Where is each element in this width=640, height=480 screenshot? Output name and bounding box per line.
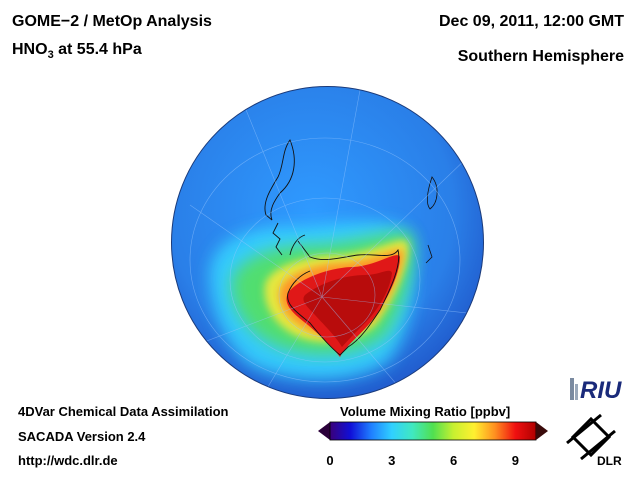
footer-line-2: SACADA Version 2.4: [18, 429, 146, 444]
svg-text:DLR: DLR: [597, 454, 622, 468]
colorbar-tick-9: 9: [511, 453, 520, 468]
colorbar-gradient: [329, 421, 537, 441]
riu-logo: RIU: [566, 372, 632, 409]
colorbar-tick-3: 3: [388, 453, 396, 468]
map-title: GOME−2 / MetOp Analysis: [12, 13, 212, 30]
colorbar-title: Volume Mixing Ratio [ppbv]: [340, 404, 511, 419]
southern-hemisphere-globe: [170, 85, 485, 400]
dlr-logo: DLR: [563, 413, 623, 473]
colorbar-high-arrow: [536, 422, 548, 440]
colorbar: [318, 420, 548, 455]
colorbar-tick-0: 0: [326, 453, 334, 468]
svg-text:RIU: RIU: [580, 377, 622, 404]
colorbar-tick-6: 6: [449, 453, 458, 468]
date-label: Dec 09, 2011, 12:00 GMT: [439, 13, 624, 30]
footer-line-1: 4DVar Chemical Data Assimilation: [18, 404, 229, 419]
region-label: Southern Hemisphere: [457, 48, 624, 65]
colorbar-low-arrow: [318, 422, 330, 440]
map-subtitle: HNO3 at 55.4 hPa: [12, 41, 142, 62]
footer-url: http://wdc.dlr.de: [18, 453, 118, 468]
